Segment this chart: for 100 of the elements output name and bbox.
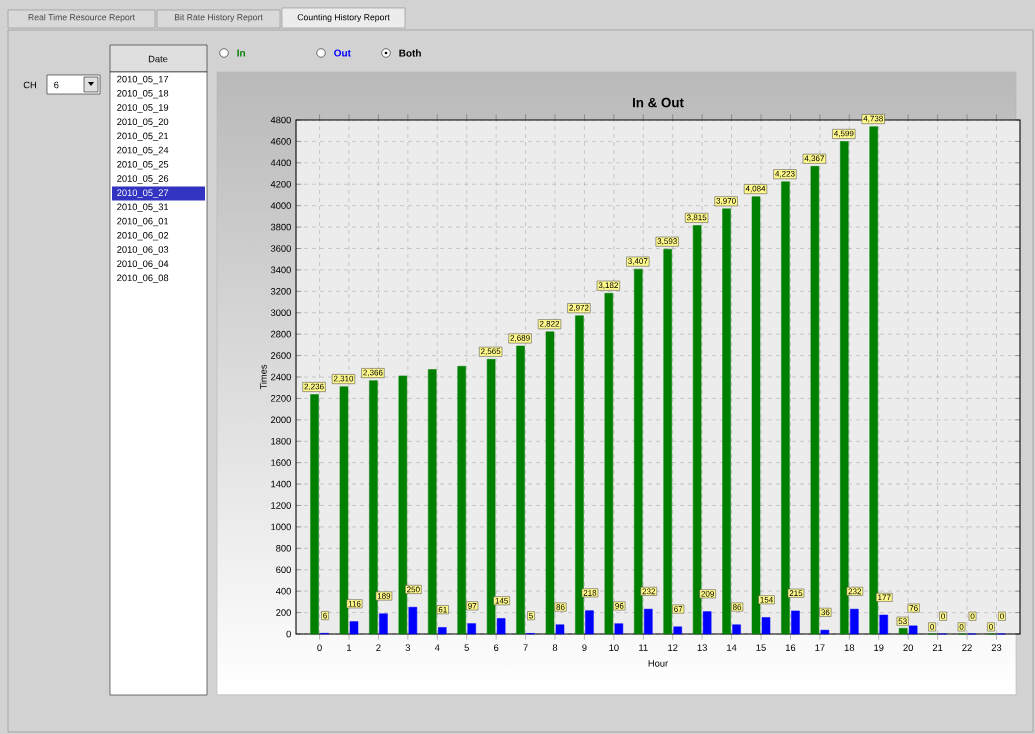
data-label: 96 [615,603,624,609]
y-tick-label: 3600 [270,245,291,252]
data-label: 2,822 [539,320,560,328]
text: Both [399,49,421,57]
bar [545,331,555,635]
data-label: 0 [941,613,946,620]
bar [673,626,682,635]
text: 2010_05_31 [117,203,169,212]
data-label: 53 [898,618,907,625]
x-tick-label: 22 [962,644,972,651]
text: Real Time Resource Report [28,13,135,23]
y-tick-label: 800 [276,545,291,552]
x-tick-label: 11 [639,644,648,651]
y-tick-label: 1400 [271,480,291,488]
y-tick-label: 2200 [270,395,291,402]
bar [634,268,643,635]
data-label: 0 [1000,613,1004,620]
x-tick-label: 19 [874,644,884,651]
data-label: 3,593 [657,238,677,245]
x-tick-label: 6 [494,644,499,651]
data-label: 86 [556,604,565,610]
data-label: 215 [789,590,803,597]
x-tick-label: 10 [609,644,619,651]
x-axis-title: Hour [648,660,668,667]
bar [732,624,741,635]
text: Counting History Report [297,13,390,23]
y-tick-label: 3400 [270,266,291,274]
data-label: 3,815 [686,214,707,222]
text: 2010_05_18 [117,90,169,99]
y-tick-label: 3000 [270,309,291,317]
bar [614,623,624,635]
bar [791,610,800,635]
data-label: 6 [323,612,327,619]
text: CH [23,81,36,89]
x-tick-label: 2 [376,644,381,651]
bar [810,166,820,635]
bar [722,208,731,635]
chart-title: In & Out [632,97,684,108]
data-label: 4,367 [804,155,824,163]
data-label: 2,689 [510,335,530,342]
text: 2010_06_04 [117,260,169,269]
data-label: 189 [377,593,391,599]
data-label: 232 [848,588,862,595]
data-label: 0 [959,624,964,630]
x-tick-label: 8 [552,644,558,651]
bar [879,614,889,635]
data-label: 232 [642,588,656,595]
data-label: 2,310 [333,375,354,383]
data-label: 67 [674,606,683,612]
bar [702,611,712,635]
bar [438,627,447,635]
x-tick-label: 21 [932,644,943,651]
bar [555,624,565,635]
data-label: 218 [583,590,597,596]
bar [428,369,437,635]
data-label: 116 [348,600,361,607]
data-label: 0 [989,624,993,630]
x-tick-label: 4 [434,644,440,651]
y-tick-label: 4000 [270,202,291,209]
y-tick-label: 2600 [270,352,291,359]
bar [349,621,359,635]
bar [898,628,908,635]
text: 2010_05_19 [117,104,169,113]
data-label: 61 [438,606,447,613]
data-label: 0 [970,613,975,620]
data-label: 4,084 [745,185,766,193]
data-label: 3,182 [598,282,618,289]
text: 6 [54,81,59,89]
text: 2010_06_03 [117,246,169,255]
y-tick-label: 4400 [270,159,291,167]
y-tick-label: 1600 [271,459,291,466]
x-tick-label: 14 [727,644,737,651]
data-label: 3,407 [628,258,648,265]
x-tick-label: 7 [523,644,528,651]
bar [663,248,672,635]
bar [644,608,653,635]
text: 2010_05_24 [117,146,169,156]
bar [751,196,761,635]
bar [369,380,378,635]
bar [516,345,525,635]
text: 2010_06_08 [117,274,169,283]
y-tick-label: 2000 [270,416,291,424]
bar [850,608,859,635]
bar [585,610,594,635]
x-tick-label: 3 [405,644,411,651]
y-tick-label: 4200 [270,180,291,188]
data-label: 209 [701,591,714,597]
text: 2010_05_25 [117,161,169,170]
bar [820,629,830,635]
data-label: 86 [732,604,742,610]
x-tick-label: 9 [582,644,587,651]
data-label: 4,738 [863,115,883,123]
bar [467,623,476,635]
data-label: 2,972 [569,304,589,312]
text: 2010_05_27 [117,189,169,198]
x-tick-label: 1 [347,644,352,651]
data-label: 4,223 [775,170,795,178]
bar [310,394,319,635]
data-label: 97 [468,603,477,609]
y-tick-label: 3800 [270,223,291,231]
